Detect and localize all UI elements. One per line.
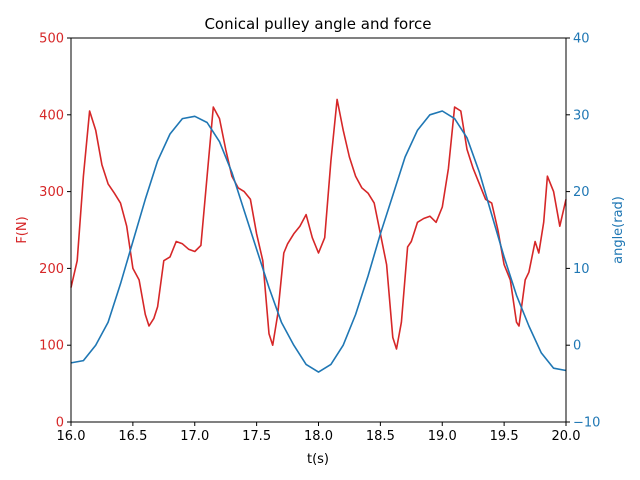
left-y-tick-label: 400: [39, 108, 64, 123]
plot-lines: [70, 98, 567, 373]
plot-frame: [70, 37, 567, 423]
x-tick-label: 16.0: [57, 429, 86, 444]
left-y-axis: 0 100 200 300 400 500: [39, 32, 71, 431]
left-y-tick-label: 300: [39, 185, 64, 200]
x-tick-label: 17.5: [242, 429, 271, 444]
left-y-tick-label: 100: [39, 339, 64, 354]
right-y-tick-label: 30: [573, 108, 590, 123]
x-tick-label: 17.0: [180, 429, 209, 444]
right-y-tick-label: 10: [573, 262, 590, 277]
x-axis: 16.0 16.5 17.0 17.5 18.0 18.5 19.0 19.5 20.0: [57, 422, 581, 444]
x-tick-label: 19.5: [490, 429, 519, 444]
left-y-tick-label: 0: [56, 416, 64, 431]
chart-title: Conical pulley angle and force: [204, 15, 431, 33]
right-y-tick-label: 0: [573, 339, 581, 354]
x-axis-label: t(s): [307, 452, 329, 467]
angle-line: [70, 110, 567, 373]
x-tick-label: 20.0: [552, 429, 581, 444]
left-y-axis-label: F(N): [15, 216, 30, 243]
left-y-tick-label: 200: [39, 262, 64, 277]
right-y-tick-label: 40: [573, 32, 590, 47]
left-y-tick-label: 500: [39, 32, 64, 47]
right-y-tick-label: −10: [573, 416, 600, 431]
right-y-axis-label: angle(rad): [611, 196, 626, 264]
right-y-axis: −10 0 10 20 30 40: [566, 32, 600, 431]
right-y-tick-label: 20: [573, 185, 590, 200]
x-tick-label: 19.0: [428, 429, 457, 444]
x-tick-label: 18.0: [304, 429, 333, 444]
x-tick-label: 18.5: [366, 429, 395, 444]
x-tick-label: 16.5: [118, 429, 147, 444]
force-line: [70, 98, 567, 350]
